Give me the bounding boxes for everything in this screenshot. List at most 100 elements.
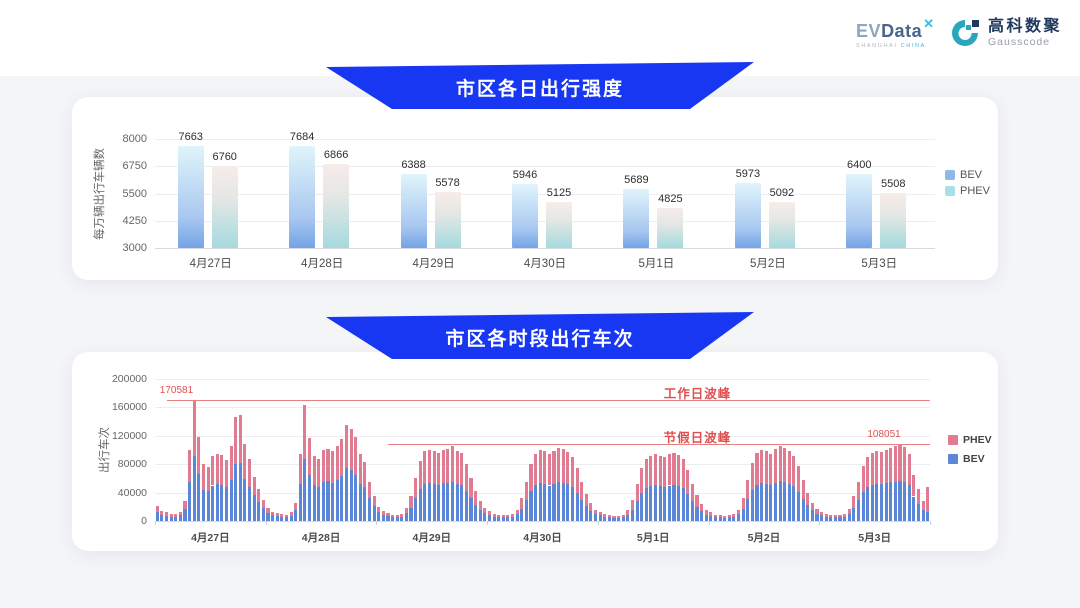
stacked-bar-phev (875, 450, 879, 484)
stacked-bar-phev (783, 447, 787, 483)
stacked-bar-bev (192, 456, 196, 521)
stacked-bar-phev (861, 465, 865, 492)
stacked-bar-bev (280, 516, 284, 521)
stacked-bar-phev (409, 496, 413, 508)
legend-label: BEV (960, 169, 983, 181)
legend-label: PHEV (960, 185, 990, 197)
stacked-bar-phev (547, 454, 551, 486)
stacked-bar-bev (248, 486, 252, 521)
stacked-bar-phev (395, 514, 399, 518)
stacked-bar-bev (667, 485, 671, 521)
legend-item-bev[interactable]: BEV (948, 453, 992, 465)
stacked-bar-bev (534, 485, 538, 521)
stacked-bar-phev (801, 479, 805, 499)
stacked-bar-bev (294, 509, 298, 521)
stacked-bar-phev (889, 447, 893, 483)
phev-value-label: 5578 (435, 176, 460, 189)
x-axis-label: 5月3日 (861, 258, 898, 270)
stacked-bar-phev (317, 458, 321, 487)
stacked-bar-phev (284, 514, 289, 518)
legend-item-phev[interactable]: PHEV (945, 185, 990, 197)
gridline (155, 492, 930, 494)
stacked-bar-bev (649, 486, 653, 521)
stacked-bar-phev (510, 514, 515, 517)
stacked-bar-bev (367, 497, 372, 521)
stacked-bar-bev (538, 483, 542, 521)
stacked-bar-bev (686, 494, 690, 521)
stacked-bar-bev (220, 484, 224, 521)
stacked-bar-bev (395, 517, 399, 521)
x-axis-label: 5月1日 (638, 258, 675, 270)
stacked-bar-phev (750, 462, 754, 491)
daily-intensity-banner: 市区各日出行强度 (326, 62, 754, 110)
stacked-bar-phev (543, 451, 547, 485)
y-tick-label: 5500 (122, 187, 147, 200)
stacked-bar-phev (695, 495, 699, 507)
bev-value-label: 6388 (401, 159, 426, 172)
stacked-bar-bev (400, 516, 404, 521)
x-axis-label: 4月30日 (523, 532, 562, 544)
y-tick-label: 160000 (111, 401, 147, 414)
stacked-bar-bev (224, 487, 229, 521)
phev-bar (434, 191, 461, 248)
stacked-bar-phev (211, 456, 215, 486)
gridline (155, 464, 930, 466)
stacked-bar-bev (363, 486, 367, 521)
bev-value-label: 7663 (178, 131, 203, 144)
axis-tick (265, 521, 267, 525)
stacked-bar-bev (552, 483, 556, 521)
legend-item-bev[interactable]: BEV (945, 169, 990, 181)
stacked-bar-phev (612, 515, 616, 518)
stacked-bar-phev (234, 417, 238, 464)
stacked-bar-bev (284, 517, 289, 521)
stacked-bar-bev (598, 515, 602, 521)
stacked-bar-phev (492, 513, 496, 517)
stacked-bar-phev (220, 454, 224, 485)
stacked-bar-bev (497, 517, 501, 521)
stacked-bar-phev (367, 481, 372, 498)
stacked-bar-bev (211, 485, 215, 521)
axis-tick (487, 521, 489, 525)
x-axis-label: 5月3日 (858, 532, 891, 544)
legend-item-phev[interactable]: PHEV (948, 434, 992, 446)
x-axis-label: 4月27日 (189, 258, 232, 270)
stacked-bar-bev (409, 507, 413, 521)
stacked-bar-bev (446, 482, 450, 521)
legend-label: PHEV (963, 434, 992, 446)
gridline (155, 248, 935, 249)
stacked-bar-phev (169, 513, 173, 517)
bev-bar (289, 145, 316, 248)
gausscode-text: 高科数聚 Gausscode (988, 18, 1062, 48)
stacked-bar-phev (349, 428, 353, 471)
stacked-bar-bev (298, 483, 302, 521)
stacked-bar-bev (427, 483, 432, 521)
stacked-bar-phev (520, 498, 524, 509)
axis-tick (819, 521, 821, 525)
evdata-logo-data: Data (881, 21, 923, 41)
stacked-bar-phev (658, 455, 662, 487)
stacked-bar-phev (464, 464, 468, 491)
stacked-bar-bev (312, 485, 316, 521)
stacked-bar-phev (898, 444, 902, 481)
stacked-bar-phev (769, 453, 773, 486)
stacked-bar-phev (589, 503, 593, 511)
phev-bar (211, 166, 238, 248)
stacked-bar-phev (773, 449, 777, 483)
stacked-bar-phev (690, 484, 694, 502)
stacked-bar-phev (820, 511, 824, 516)
stacked-bar-bev (238, 462, 242, 521)
stacked-bar-bev (709, 515, 713, 521)
stacked-bar-phev (755, 452, 759, 485)
stacked-bar-phev (441, 450, 445, 484)
stacked-bar-bev (778, 481, 782, 521)
gridline (155, 407, 930, 409)
stacked-bar-phev (534, 453, 538, 486)
stacked-bar-phev (709, 512, 713, 516)
stacked-bar-bev (727, 517, 731, 521)
stacked-bar-phev (335, 446, 339, 480)
stacked-bar-bev (764, 484, 768, 521)
x-axis-label: 4月29日 (412, 532, 452, 544)
stacked-bar-phev (561, 449, 565, 483)
phev-value-label: 5125 (546, 186, 572, 199)
stacked-bar-phev (833, 515, 837, 518)
